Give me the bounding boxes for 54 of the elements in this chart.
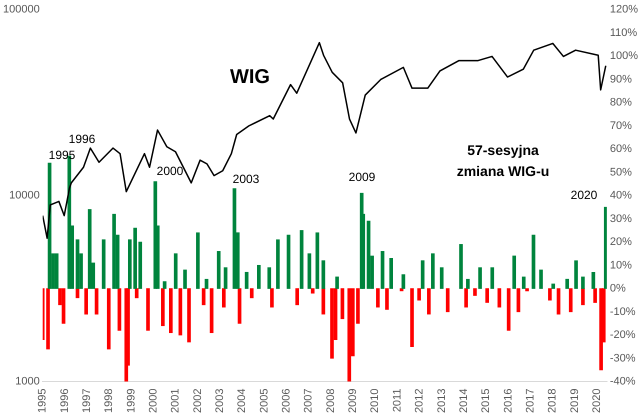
y2-tick-label: 40%: [610, 190, 632, 202]
x-tick-label: 2004: [236, 388, 248, 414]
x-tick-label: 1997: [81, 388, 94, 414]
x-tick-label: 2009: [347, 388, 360, 414]
y-tick-label: 1000: [15, 376, 40, 388]
x-tick-label: 2001: [170, 388, 182, 414]
x-tick-label: 2005: [258, 388, 270, 414]
x-tick-label: 2014: [458, 388, 470, 414]
y2-tick-label: 0%: [610, 282, 626, 295]
annotation: 1996: [68, 131, 96, 148]
x-tick-label: 1996: [58, 388, 71, 414]
annotation: 1995: [48, 147, 76, 164]
y2-tick-label: -20%: [610, 329, 636, 342]
annotation: WIG: [229, 65, 271, 90]
x-tick-label: 2006: [280, 388, 293, 414]
y2-tick-label: 60%: [610, 143, 632, 156]
annotation: 2020: [570, 187, 598, 204]
x-tick-label: 1995: [36, 388, 49, 414]
y2-tick-label: 10%: [610, 259, 632, 272]
annotation: 2009: [348, 169, 376, 186]
annotation: 2003: [232, 171, 260, 188]
x-tick-label: 2016: [502, 388, 514, 414]
x-tick-label: 2003: [214, 388, 226, 414]
y2-tick-label: 90%: [610, 73, 632, 86]
y-tick-label: 10000: [9, 190, 40, 202]
y2-tick-label: 100%: [610, 50, 638, 62]
y2-tick-label: -30%: [610, 352, 636, 364]
x-tick-label: 2010: [369, 388, 382, 414]
y2-tick-label: 110%: [610, 26, 638, 39]
x-tick-label: 2000: [148, 388, 160, 414]
x-tick-label: 2019: [568, 388, 581, 414]
x-tick-label: 2020: [590, 388, 603, 414]
x-tick-label: 2007: [302, 388, 315, 414]
y2-tick-label: 120%: [610, 4, 638, 16]
y2-tick-label: 50%: [610, 166, 632, 178]
x-tick-label: 2017: [524, 388, 536, 414]
x-tick-label: 2013: [436, 388, 448, 414]
y2-tick-label: 70%: [610, 120, 632, 132]
y2-tick-label: -10%: [610, 306, 636, 318]
x-tick-label: 2012: [414, 388, 426, 414]
x-tick-label: 2008: [324, 388, 337, 414]
y-tick-label: 100000: [2, 4, 40, 16]
x-tick-label: 1999: [125, 388, 138, 414]
annotation: 2000: [156, 163, 184, 180]
y2-tick-label: -40%: [610, 376, 636, 388]
x-tick-label: 2015: [480, 388, 492, 414]
x-tick-label: 1998: [103, 388, 116, 414]
y2-tick-label: 80%: [610, 96, 632, 109]
x-tick-label: 2011: [391, 388, 404, 412]
x-tick-label: 2018: [546, 388, 559, 414]
y2-tick-label: 30%: [610, 212, 632, 225]
x-tick-label: 2002: [192, 388, 204, 414]
annotation: 57-sesyjna zmiana WIG-u: [456, 141, 550, 181]
y2-tick-label: 20%: [610, 236, 632, 248]
